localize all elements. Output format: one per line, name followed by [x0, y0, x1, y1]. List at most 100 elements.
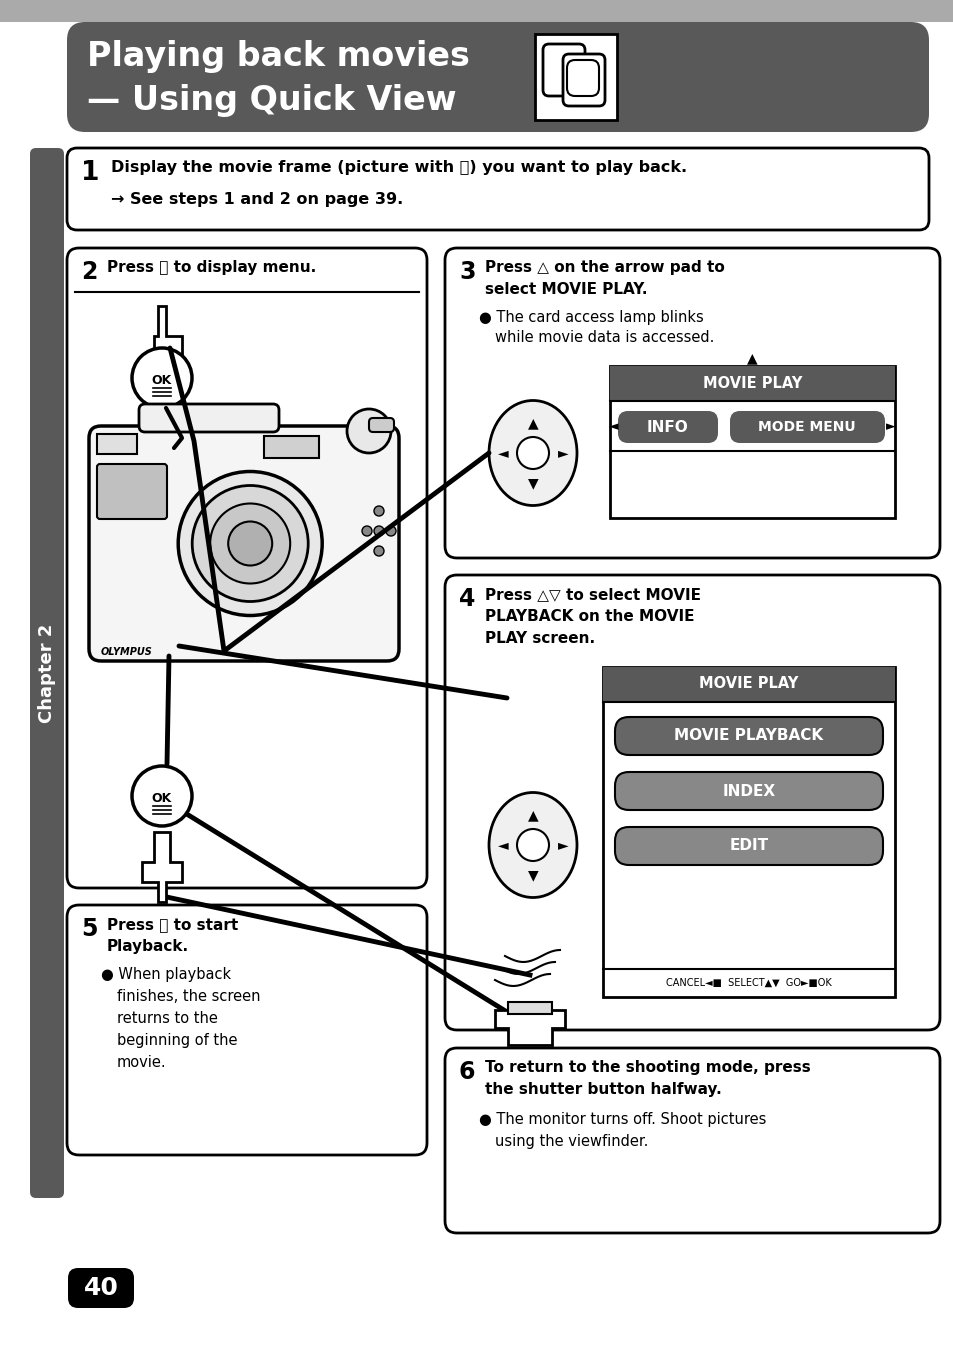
- Text: 3: 3: [458, 260, 475, 284]
- FancyBboxPatch shape: [369, 419, 394, 432]
- FancyBboxPatch shape: [729, 411, 884, 443]
- FancyBboxPatch shape: [264, 436, 318, 458]
- Text: MODE MENU: MODE MENU: [758, 420, 855, 433]
- Text: movie.: movie.: [117, 1055, 167, 1070]
- FancyBboxPatch shape: [618, 411, 718, 443]
- Text: using the viewfinder.: using the viewfinder.: [495, 1133, 648, 1149]
- Text: CANCEL◄■  SELECT▲▼  GO►■OK: CANCEL◄■ SELECT▲▼ GO►■OK: [665, 979, 831, 988]
- Circle shape: [210, 503, 290, 584]
- Text: INDEX: INDEX: [721, 783, 775, 798]
- Text: ◄: ◄: [609, 420, 618, 433]
- FancyBboxPatch shape: [89, 425, 398, 661]
- FancyBboxPatch shape: [68, 1268, 133, 1308]
- FancyBboxPatch shape: [609, 366, 894, 401]
- FancyBboxPatch shape: [67, 905, 427, 1155]
- Text: Press Ⓞ to start: Press Ⓞ to start: [107, 917, 238, 931]
- Text: → See steps 1 and 2 on page 39.: → See steps 1 and 2 on page 39.: [111, 192, 403, 207]
- Circle shape: [517, 829, 548, 861]
- Text: Display the movie frame (picture with ⎘) you want to play back.: Display the movie frame (picture with ⎘)…: [111, 160, 686, 175]
- Text: 40: 40: [84, 1276, 118, 1300]
- FancyBboxPatch shape: [535, 34, 617, 120]
- FancyBboxPatch shape: [566, 61, 598, 96]
- FancyBboxPatch shape: [615, 773, 882, 810]
- FancyBboxPatch shape: [67, 248, 427, 888]
- Text: 2: 2: [81, 260, 97, 284]
- Circle shape: [347, 409, 391, 454]
- FancyBboxPatch shape: [139, 404, 278, 432]
- FancyBboxPatch shape: [562, 54, 604, 106]
- Text: the shutter button halfway.: the shutter button halfway.: [484, 1082, 721, 1097]
- Circle shape: [132, 766, 192, 826]
- Text: ▼: ▼: [527, 868, 537, 882]
- Text: EDIT: EDIT: [729, 839, 768, 853]
- Polygon shape: [142, 832, 182, 902]
- Circle shape: [374, 506, 384, 516]
- Text: ►: ►: [558, 446, 568, 460]
- Text: returns to the: returns to the: [117, 1011, 217, 1026]
- Text: Chapter 2: Chapter 2: [38, 623, 56, 723]
- FancyBboxPatch shape: [444, 248, 939, 559]
- Text: ►: ►: [558, 839, 568, 852]
- Text: Press △▽ to select MOVIE: Press △▽ to select MOVIE: [484, 587, 700, 602]
- Polygon shape: [153, 306, 182, 366]
- Text: ▲: ▲: [746, 351, 757, 365]
- Text: Playback.: Playback.: [107, 940, 189, 954]
- Text: ● The card access lamp blinks: ● The card access lamp blinks: [478, 310, 703, 324]
- Text: OK: OK: [152, 793, 172, 805]
- Text: while movie data is accessed.: while movie data is accessed.: [495, 330, 714, 345]
- Text: Press Ⓞ to display menu.: Press Ⓞ to display menu.: [107, 260, 315, 275]
- Text: beginning of the: beginning of the: [117, 1032, 237, 1049]
- Text: Playing back movies: Playing back movies: [87, 40, 470, 73]
- Text: PLAYBACK on the MOVIE: PLAYBACK on the MOVIE: [484, 608, 694, 625]
- Circle shape: [192, 486, 308, 602]
- Text: INFO: INFO: [646, 420, 688, 435]
- Circle shape: [386, 526, 395, 536]
- FancyBboxPatch shape: [67, 148, 928, 230]
- FancyBboxPatch shape: [615, 717, 882, 755]
- Text: ▲: ▲: [527, 808, 537, 822]
- Text: PLAY screen.: PLAY screen.: [484, 631, 595, 646]
- Text: OK: OK: [152, 374, 172, 388]
- Circle shape: [228, 521, 272, 565]
- Text: — Using Quick View: — Using Quick View: [87, 83, 456, 117]
- Text: 4: 4: [458, 587, 475, 611]
- FancyBboxPatch shape: [97, 464, 167, 520]
- FancyBboxPatch shape: [615, 826, 882, 865]
- Text: MOVIE PLAYBACK: MOVIE PLAYBACK: [674, 728, 822, 743]
- Circle shape: [374, 546, 384, 556]
- Text: MOVIE PLAY: MOVIE PLAY: [702, 376, 801, 390]
- Text: finishes, the screen: finishes, the screen: [117, 989, 260, 1004]
- Text: 1: 1: [81, 160, 99, 186]
- Text: Press △ on the arrow pad to: Press △ on the arrow pad to: [484, 260, 724, 275]
- Text: select MOVIE PLAY.: select MOVIE PLAY.: [484, 283, 647, 297]
- Ellipse shape: [489, 793, 577, 898]
- Circle shape: [374, 526, 384, 536]
- Text: 6: 6: [458, 1061, 475, 1084]
- FancyBboxPatch shape: [602, 668, 894, 703]
- Text: ● When playback: ● When playback: [101, 966, 231, 983]
- FancyBboxPatch shape: [542, 44, 584, 96]
- FancyBboxPatch shape: [507, 1001, 552, 1014]
- FancyBboxPatch shape: [0, 0, 953, 22]
- Text: ▲: ▲: [527, 416, 537, 429]
- FancyBboxPatch shape: [602, 668, 894, 997]
- FancyBboxPatch shape: [444, 1049, 939, 1233]
- FancyBboxPatch shape: [67, 22, 928, 132]
- Ellipse shape: [489, 401, 577, 506]
- FancyBboxPatch shape: [97, 433, 137, 454]
- Circle shape: [132, 349, 192, 408]
- FancyBboxPatch shape: [444, 575, 939, 1030]
- Text: 5: 5: [81, 917, 97, 941]
- Circle shape: [178, 471, 322, 615]
- Circle shape: [361, 526, 372, 536]
- Text: ▼: ▼: [527, 476, 537, 490]
- Text: ►: ►: [885, 420, 895, 433]
- FancyBboxPatch shape: [609, 366, 894, 518]
- Text: MOVIE PLAY: MOVIE PLAY: [699, 677, 798, 692]
- Text: ◄: ◄: [497, 839, 508, 852]
- Polygon shape: [495, 1010, 564, 1044]
- Text: To return to the shooting mode, press: To return to the shooting mode, press: [484, 1061, 810, 1075]
- Text: ● The monitor turns off. Shoot pictures: ● The monitor turns off. Shoot pictures: [478, 1112, 765, 1127]
- Text: OLYMPUS: OLYMPUS: [101, 647, 152, 657]
- Circle shape: [517, 437, 548, 468]
